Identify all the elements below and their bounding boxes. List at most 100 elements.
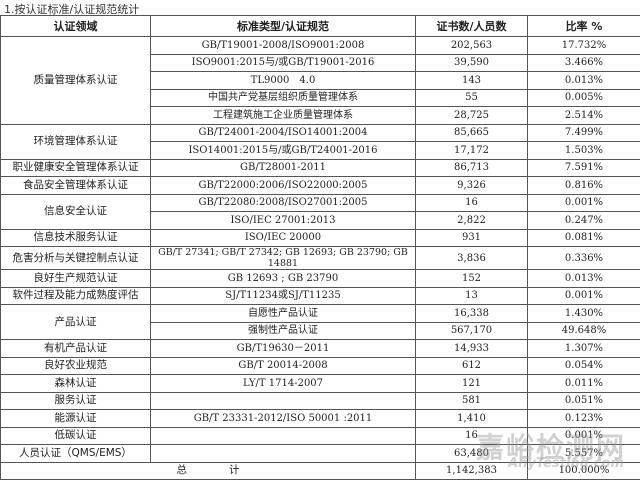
rate-cell: 0.051% [528,392,640,410]
field-cell: 良好农业规范 [1,357,151,375]
total-label: 总 计 [1,462,416,480]
field-cell: 能源认证 [1,410,151,428]
field-cell: 食品安全管理体系认证 [1,177,151,195]
count-cell: 55 [416,89,528,107]
field-cell: 服务认证 [1,392,151,410]
rate-cell: 0.247% [528,212,640,230]
count-cell: 28,725 [416,107,528,125]
count-cell: 1,410 [416,410,528,428]
count-cell: 581 [416,392,528,410]
standard-cell: GB/T24001-2004/ISO14001:2004 [151,124,416,142]
count-cell: 143 [416,72,528,90]
rate-cell: 49.648% [528,322,640,340]
standard-cell: GB/T 20014-2008 [151,357,416,375]
field-cell: 信息技术服务认证 [1,229,151,247]
standard-cell: TL9000 4.0 [151,72,416,90]
field-cell: 良好生产规范认证 [1,270,151,288]
count-cell: 17,172 [416,142,528,160]
count-cell: 85,665 [416,124,528,142]
standard-cell [151,445,416,463]
standard-cell: GB/T 23331-2012/ISO 50001 :2011 [151,410,416,428]
rate-cell: 17.732% [528,37,640,55]
field-cell: 环境管理体系认证 [1,124,151,159]
rate-cell: 7.499% [528,124,640,142]
rate-cell: 1.503% [528,142,640,160]
rate-cell: 2.514% [528,107,640,125]
rate-cell: 7.591% [528,159,640,177]
rate-cell: 0.013% [528,72,640,90]
rate-cell: 1.307% [528,340,640,358]
rate-cell: 1.430% [528,305,640,323]
rate-cell: 0.123% [528,410,640,428]
field-cell: 有机产品认证 [1,340,151,358]
count-cell: 931 [416,229,528,247]
header-standard: 标准类型/认证规范 [151,16,416,37]
rate-cell: 0.013% [528,270,640,288]
standard-cell: 强制性产品认证 [151,322,416,340]
standard-cell: ISO9001:2015与/或GB/T19001-2016 [151,54,416,72]
count-cell: 121 [416,375,528,393]
count-cell: 3,836 [416,247,528,270]
total-count: 1,142,383 [416,462,528,480]
count-cell: 612 [416,357,528,375]
standard-cell: GB/T22080:2008/ISO27001:2005 [151,194,416,212]
standard-cell: GB/T19630－2011 [151,340,416,358]
rate-cell: 3.466% [528,54,640,72]
standard-cell: GB/T 27341; GB/T 27342; GB 12693; GB 237… [151,247,416,270]
count-cell: 202,563 [416,37,528,55]
count-cell: 13 [416,287,528,305]
standard-cell: GB/T22000:2006/ISO22000:2005 [151,177,416,195]
field-cell: 低碳认证 [1,427,151,445]
standard-cell [151,392,416,410]
count-cell: 14,933 [416,340,528,358]
count-cell: 2,822 [416,212,528,230]
field-cell: 人员认证（QMS/EMS） [1,445,151,463]
field-cell: 职业健康安全管理体系认证 [1,159,151,177]
rate-cell: 0.001% [528,194,640,212]
header-row: 认证领域 标准类型/认证规范 证书数/人员数 比率 % [1,16,640,37]
count-cell: 567,170 [416,322,528,340]
rate-cell: 0.005% [528,89,640,107]
standard-cell: ISO/IEC 20000 [151,229,416,247]
field-cell: 软件过程及能力成熟度评估 [1,287,151,305]
total-rate: 100.000% [528,462,640,480]
rate-cell: 0.336% [528,247,640,270]
rate-cell: 5.557% [528,445,640,463]
standard-cell: GB/T28001-2011 [151,159,416,177]
count-cell: 39,590 [416,54,528,72]
standard-cell: SJ/T11234或SJ/T11235 [151,287,416,305]
rate-cell: 0.816% [528,177,640,195]
count-cell: 63,480 [416,445,528,463]
header-count: 证书数/人员数 [416,16,528,37]
standard-cell: 工程建筑施工企业质量管理体系 [151,107,416,125]
standard-cell: ISO14001:2015与/或GB/T24001-2016 [151,142,416,160]
header-rate: 比率 % [528,16,640,37]
count-cell: 152 [416,270,528,288]
header-field: 认证领域 [1,16,151,37]
count-cell: 86,713 [416,159,528,177]
standard-cell: LY/T 1714-2007 [151,375,416,393]
count-cell: 16,338 [416,305,528,323]
count-cell: 9,326 [416,177,528,195]
field-cell: 信息安全认证 [1,194,151,229]
rate-cell: 0.001% [528,427,640,445]
count-cell: 16 [416,427,528,445]
rate-cell: 0.081% [528,229,640,247]
